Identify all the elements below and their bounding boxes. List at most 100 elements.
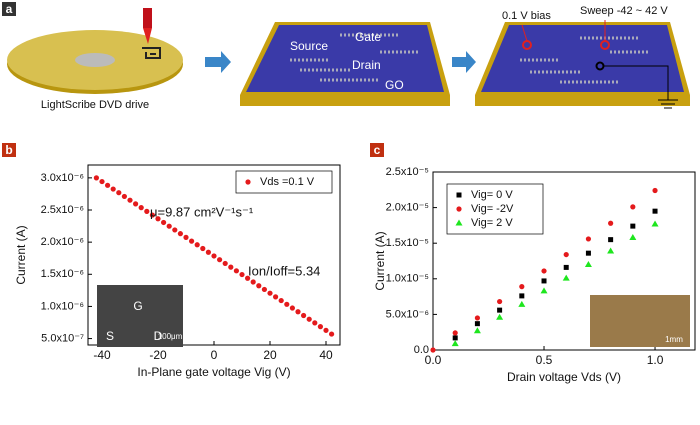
- point: [607, 247, 615, 254]
- point: [629, 234, 637, 241]
- panel-label-box: [2, 2, 16, 16]
- inset-label: 1mm: [665, 335, 683, 344]
- pattern: [142, 47, 161, 59]
- annotation: Ion/Ioff=5.34: [248, 263, 320, 278]
- point: [189, 238, 195, 244]
- y-tick-label: 1.0x10⁻⁶: [41, 300, 84, 312]
- legend-label: Vds =0.1 V: [260, 176, 315, 188]
- panel-label: b: [5, 143, 12, 157]
- point: [630, 204, 636, 210]
- inset-label: G: [133, 299, 142, 313]
- point: [278, 297, 284, 304]
- point: [456, 206, 462, 212]
- point: [541, 268, 547, 274]
- y-tick-label: 2.0x10⁻⁶: [41, 236, 84, 248]
- source-label: Source: [290, 39, 328, 53]
- point: [430, 347, 436, 353]
- point: [496, 313, 504, 320]
- point: [473, 327, 481, 334]
- panel-label: c: [374, 143, 381, 157]
- drain-label: Drain: [352, 58, 381, 72]
- point: [256, 283, 262, 289]
- point: [608, 237, 614, 243]
- point: [563, 251, 569, 258]
- point: [110, 186, 116, 192]
- point: [329, 331, 335, 337]
- plot-frame: [432, 171, 696, 351]
- y-tick-label: 0.0: [414, 344, 429, 356]
- point: [245, 275, 251, 281]
- point: [172, 227, 178, 233]
- point: [211, 253, 217, 259]
- y-tick-label: 2.5x10⁻⁶: [41, 204, 84, 216]
- point: [541, 278, 547, 284]
- point: [116, 190, 122, 196]
- point: [289, 305, 295, 311]
- point: [284, 301, 290, 307]
- y-tick-label: 1.5x10⁻⁵: [386, 237, 429, 249]
- point: [585, 250, 591, 256]
- inset-label: S: [106, 329, 114, 343]
- point: [183, 234, 189, 240]
- go-film: [246, 25, 444, 92]
- point: [177, 231, 183, 237]
- y-tick-label: 5.0x10⁻⁷: [41, 332, 84, 344]
- point: [452, 330, 458, 336]
- point: [497, 298, 503, 305]
- y-tick-label: 2.0x10⁻⁵: [386, 202, 429, 214]
- point: [133, 201, 139, 207]
- x-tick-label: 0: [211, 348, 218, 362]
- legend-label: Vig= 0 V: [471, 189, 513, 201]
- point: [99, 178, 105, 185]
- point: [155, 216, 161, 222]
- point: [519, 293, 525, 299]
- legend-box: [235, 170, 333, 194]
- point: [519, 284, 525, 290]
- leader: [521, 20, 606, 42]
- point: [233, 268, 239, 274]
- point: [563, 264, 569, 270]
- x-axis-label: In-Plane gate voltage Vig (V): [137, 365, 290, 379]
- legend-label: Vig= 2 V: [471, 217, 513, 229]
- point: [317, 324, 323, 330]
- sweep-label: Sweep -42 ~ 42 V: [580, 5, 668, 17]
- point: [194, 242, 200, 248]
- substrate: [240, 95, 450, 106]
- point: [93, 175, 99, 181]
- point: [474, 315, 481, 321]
- y-axis-label: Current (A): [14, 225, 28, 284]
- x-tick-label: 1.0: [647, 353, 664, 367]
- x-tick-label: 0.5: [536, 353, 553, 367]
- y-tick-label: 1.0x10⁻⁵: [386, 273, 429, 285]
- point: [652, 208, 658, 214]
- point: [200, 245, 206, 252]
- arrow: [452, 51, 476, 73]
- point: [161, 219, 167, 226]
- go-label: GO: [385, 78, 404, 92]
- point: [295, 309, 301, 315]
- point: [261, 286, 267, 293]
- point: [452, 335, 458, 341]
- y-tick-label: 1.5x10⁻⁶: [41, 268, 84, 280]
- point: [540, 287, 548, 294]
- inset-image: [97, 285, 183, 347]
- point: [127, 197, 133, 203]
- substrate: [475, 95, 690, 106]
- pattern: [520, 36, 650, 84]
- y-tick-label: 2.5x10⁻⁵: [386, 166, 429, 178]
- point: [652, 187, 658, 194]
- point: [121, 193, 127, 200]
- point: [455, 219, 463, 226]
- point: [456, 192, 462, 198]
- point: [228, 264, 234, 270]
- laser-head: [143, 8, 152, 28]
- inset-label: 100μm: [158, 332, 183, 341]
- x-axis-label: Drain voltage Vds (V): [507, 370, 621, 384]
- x-tick-label: 0.0: [425, 353, 442, 367]
- point: [149, 212, 155, 218]
- go-film: [481, 25, 684, 92]
- pattern: [290, 33, 420, 82]
- point: [306, 316, 312, 322]
- y-axis-label: Current (A): [373, 231, 387, 290]
- point: [267, 290, 273, 296]
